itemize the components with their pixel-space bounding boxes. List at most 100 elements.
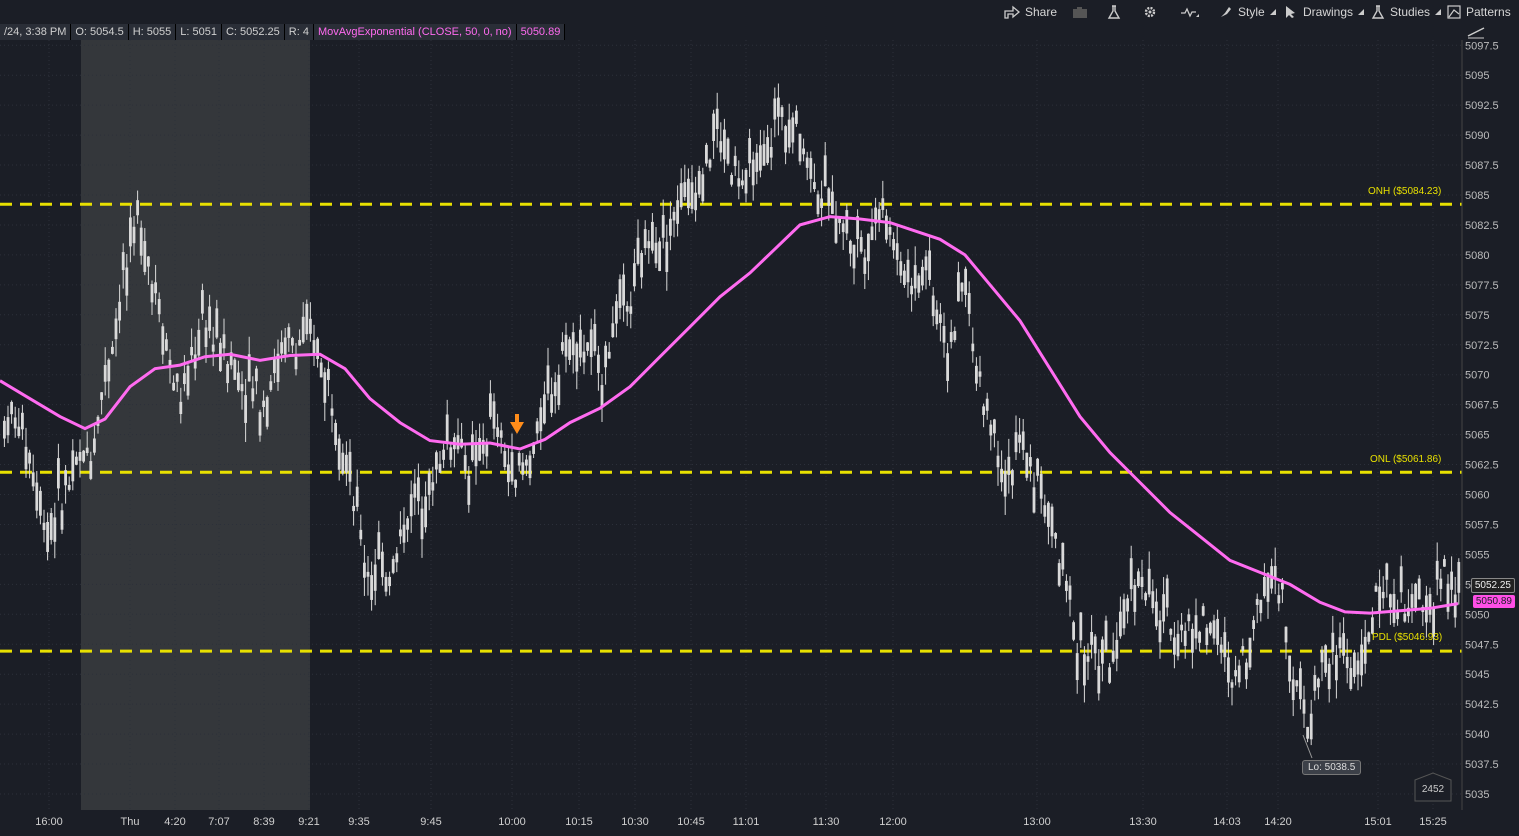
candle-body [427, 472, 431, 495]
bar-high: H: 5055 [128, 24, 177, 40]
candle-body [395, 553, 399, 563]
price-tick-label: 5037.5 [1465, 759, 1499, 771]
candle-body [607, 351, 611, 359]
candle-body [373, 564, 377, 591]
candle-body [586, 342, 589, 351]
settings-button[interactable] [1143, 3, 1157, 21]
candle-body [820, 198, 823, 208]
candle-body [150, 284, 154, 303]
time-tick-label: 13:30 [1129, 816, 1157, 828]
patterns-button[interactable]: Patterns [1447, 3, 1511, 21]
candle-body [366, 571, 370, 577]
candle-body [546, 365, 550, 394]
candle-body [1014, 432, 1018, 453]
price-tick-label: 5095 [1465, 70, 1489, 82]
drawings-button[interactable]: Drawings [1284, 3, 1365, 21]
candle-body [582, 351, 586, 363]
candle-body [485, 443, 489, 457]
candle-body [507, 464, 510, 483]
snapshot-button[interactable] [1072, 3, 1088, 21]
candle-body [913, 265, 917, 289]
candle-body [1407, 607, 1410, 617]
chart-type-button[interactable] [1180, 3, 1200, 21]
time-tick-label: 8:39 [253, 816, 274, 828]
pdl-level-label: PDL ($5046.93) [1372, 632, 1443, 643]
candle-body [895, 243, 899, 260]
candle-body [1367, 632, 1371, 642]
candle-body [1219, 644, 1223, 653]
candle-body [35, 482, 39, 511]
price-tick-label: 5087.5 [1465, 160, 1499, 172]
candle-body [658, 241, 661, 271]
study-name[interactable]: MovAvgExponential (CLOSE, 50, 0, no) [313, 24, 517, 40]
candle-body [283, 337, 287, 355]
candle-body [798, 133, 802, 162]
candle-body [1021, 431, 1025, 450]
candle-body [348, 451, 352, 482]
candle-body [1137, 571, 1140, 587]
candle-body [831, 191, 834, 214]
candle-body [215, 308, 219, 338]
time-axis[interactable] [0, 810, 1462, 836]
candle-body [777, 97, 780, 117]
hexagon-icon [1414, 772, 1452, 802]
price-tick-label: 5090 [1465, 130, 1489, 142]
candle-body [1054, 533, 1057, 539]
flask-button[interactable] [1107, 3, 1121, 21]
candle-body [67, 484, 71, 490]
candle-body [1363, 636, 1367, 664]
candle-body [445, 414, 449, 444]
candle-body [13, 417, 17, 429]
crosshair-tool-icon[interactable] [1467, 27, 1485, 39]
candle-body [1385, 563, 1389, 580]
candle-body [1345, 656, 1349, 669]
candle-body [1399, 566, 1403, 593]
candle-body [845, 210, 849, 234]
candle-body [1147, 568, 1151, 595]
price-axis[interactable]: 50355037.550405042.550455047.550505052.5… [1465, 40, 1499, 801]
candle-body [687, 178, 690, 209]
price-tick-label: 5040 [1465, 729, 1489, 741]
candle-body [805, 157, 809, 168]
candle-body [186, 365, 190, 396]
candle-body [535, 421, 539, 434]
price-tick-label: 5055 [1465, 549, 1489, 561]
candle-body [784, 126, 787, 153]
time-tick-label: 14:20 [1264, 816, 1292, 828]
candle-body [1097, 666, 1101, 694]
volume-badge[interactable]: 2452 [1414, 772, 1452, 802]
candle-body [960, 282, 964, 292]
candle-body [262, 400, 265, 407]
share-button[interactable]: Share [1004, 3, 1057, 21]
candle-body [330, 408, 334, 416]
premarket-session-shade [81, 40, 310, 810]
candle-body [809, 158, 813, 179]
candle-body [64, 470, 67, 486]
candle-body [640, 253, 643, 278]
price-tick-label: 5050 [1465, 609, 1489, 621]
candle-body [190, 346, 193, 356]
candle-body [1140, 576, 1144, 587]
candle-body [1133, 585, 1137, 612]
candle-body [327, 368, 330, 381]
candle-body [1324, 645, 1327, 673]
dropdown-corner-icon [1269, 9, 1276, 15]
candle-body [229, 352, 233, 366]
candle-body [715, 108, 719, 130]
candle-body [157, 299, 161, 315]
studies-button[interactable]: Studies [1371, 3, 1442, 21]
candle-body [921, 266, 924, 286]
time-tick-label: 10:30 [621, 816, 649, 828]
candle-body [269, 381, 273, 390]
candle-body [1119, 611, 1122, 637]
candle-body [701, 174, 705, 202]
candle-body [1417, 578, 1421, 600]
candle-body [528, 455, 532, 479]
style-button[interactable]: Style [1219, 3, 1276, 21]
style-brush-icon [1221, 7, 1231, 17]
candle-body [132, 226, 136, 244]
time-tick-label: 10:15 [565, 816, 593, 828]
candle-body [46, 521, 49, 552]
candle-body [337, 438, 341, 470]
